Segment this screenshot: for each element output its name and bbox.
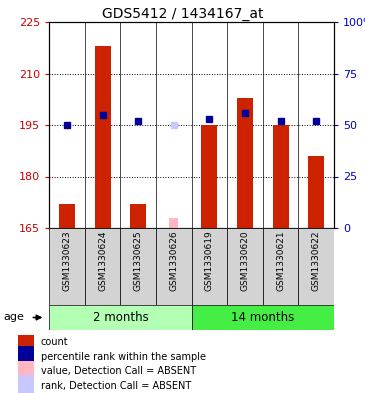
Bar xyxy=(308,156,324,228)
Bar xyxy=(18,346,34,367)
Text: value, Detection Call = ABSENT: value, Detection Call = ABSENT xyxy=(41,366,196,376)
Text: GSM1330625: GSM1330625 xyxy=(134,230,143,291)
Text: rank, Detection Call = ABSENT: rank, Detection Call = ABSENT xyxy=(41,381,191,391)
Text: 2 months: 2 months xyxy=(93,311,148,324)
Bar xyxy=(227,228,263,305)
Text: GSM1330620: GSM1330620 xyxy=(241,230,250,291)
Bar xyxy=(299,228,334,305)
Bar xyxy=(95,46,111,228)
Bar xyxy=(156,228,192,305)
Text: GSM1330623: GSM1330623 xyxy=(62,230,72,291)
Bar xyxy=(263,228,299,305)
Text: count: count xyxy=(41,337,68,347)
Bar xyxy=(273,125,289,228)
Text: GSM1330621: GSM1330621 xyxy=(276,230,285,291)
Bar xyxy=(49,305,192,330)
Bar xyxy=(169,218,178,228)
Text: GSM1330619: GSM1330619 xyxy=(205,230,214,291)
Bar xyxy=(85,228,120,305)
Bar xyxy=(49,228,85,305)
Text: 14 months: 14 months xyxy=(231,311,295,324)
Text: GDS5412 / 1434167_at: GDS5412 / 1434167_at xyxy=(102,7,263,21)
Bar xyxy=(18,332,34,353)
Bar xyxy=(59,204,75,228)
Text: GSM1330624: GSM1330624 xyxy=(98,230,107,291)
Bar xyxy=(201,125,218,228)
Text: age: age xyxy=(4,312,24,323)
Text: GSM1330622: GSM1330622 xyxy=(312,230,321,291)
Bar xyxy=(237,97,253,228)
Bar xyxy=(192,305,334,330)
Bar xyxy=(18,361,34,382)
Bar xyxy=(18,375,34,393)
Bar xyxy=(120,228,156,305)
Text: GSM1330626: GSM1330626 xyxy=(169,230,178,291)
Text: percentile rank within the sample: percentile rank within the sample xyxy=(41,352,206,362)
Bar xyxy=(192,228,227,305)
Bar xyxy=(130,204,146,228)
